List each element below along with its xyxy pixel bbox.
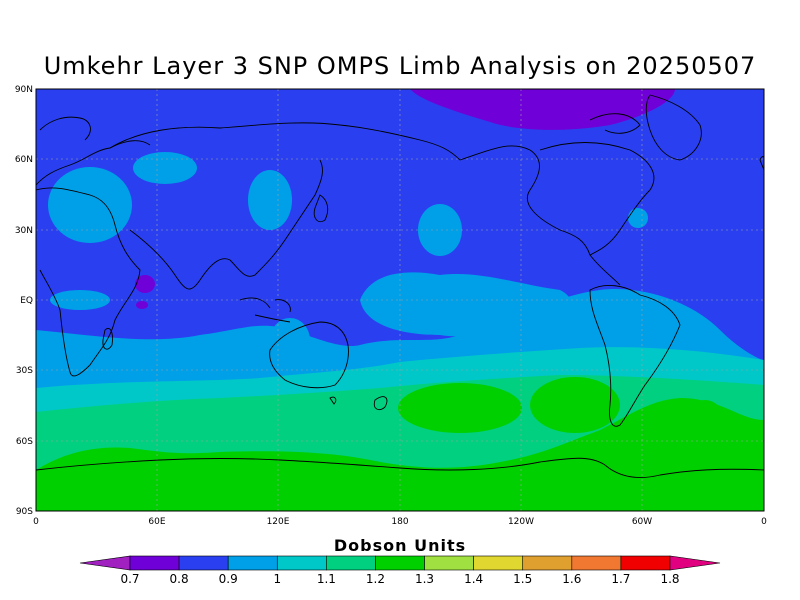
colorbar-label: 1.5 <box>513 572 532 586</box>
colorbar-swatch <box>178 555 229 571</box>
field-blob-0.9-1 <box>270 318 310 362</box>
colorbar-swatch <box>326 555 376 571</box>
field-blob-1.2-1.3 <box>398 383 522 433</box>
field-blob-0.9-1 <box>418 204 462 256</box>
colorbar-label: 1.4 <box>464 572 483 586</box>
colorbar-swatch <box>129 555 180 571</box>
field-blob-0.9-1 <box>48 167 132 243</box>
colorbar-swatch <box>276 555 327 571</box>
colorbar-swatch <box>571 555 622 571</box>
lon-label: 120E <box>267 517 290 527</box>
colorbar <box>79 555 721 571</box>
colorbar-label: 0.7 <box>120 572 139 586</box>
lat-label: 60S <box>16 437 33 447</box>
field-band-0.7-0.8 <box>410 89 675 130</box>
field-blob-0.9-1 <box>133 152 197 184</box>
colorbar-label: 1.3 <box>415 572 434 586</box>
lon-label: 0 <box>33 517 39 527</box>
colorbar-swatch <box>375 555 425 571</box>
colorbar-arrow-high <box>669 555 721 571</box>
colorbar-swatch <box>620 555 671 571</box>
lon-label: 60W <box>632 517 652 527</box>
lat-label: 90N <box>15 85 33 95</box>
units-label: Dobson Units <box>333 536 467 555</box>
map-frame <box>35 88 765 512</box>
field-band-0.9-1 <box>360 272 572 337</box>
lat-label: 30N <box>15 226 33 236</box>
lon-label: 60E <box>148 517 165 527</box>
colorbar-swatch <box>473 555 524 571</box>
field-blob-0.9-1 <box>628 208 648 228</box>
colorbar-swatch <box>522 555 573 571</box>
field-blob-0.7-0.8 <box>135 275 155 293</box>
colorbar-swatch <box>227 555 278 571</box>
field-blob-0.9-1 <box>248 170 292 230</box>
map-title: Umkehr Layer 3 SNP OMPS Limb Analysis on… <box>43 52 757 80</box>
lon-label: 0 <box>761 517 767 527</box>
colorbar-arrow-low <box>79 555 131 571</box>
field-blob-0.9-1 <box>50 290 110 310</box>
coastlines <box>36 94 764 478</box>
field-band-1.2-1.3 <box>36 398 764 511</box>
field-blob-1.2-1.3 <box>530 377 620 433</box>
lat-label: EQ <box>20 296 33 306</box>
colorbar-swatch <box>424 555 474 571</box>
lon-label: 120W <box>508 517 534 527</box>
longitude-labels: 0 60E 120E 180 120W 60W 0 <box>33 517 767 527</box>
lat-label: 90S <box>16 507 33 517</box>
colorbar-label: 1.2 <box>366 572 385 586</box>
colorbar-label: 1.8 <box>660 572 679 586</box>
colorbar-label: 1.6 <box>562 572 581 586</box>
lat-label: 60N <box>15 155 33 165</box>
colorbar-label: 1.1 <box>317 572 336 586</box>
colorbar-label: 1.7 <box>611 572 630 586</box>
field-blob-1.2-1.3 <box>687 400 723 436</box>
lon-label: 180 <box>391 517 408 527</box>
latitude-labels: 90N 60N 30N EQ 30S 60S 90S <box>15 85 33 517</box>
colorbar-label: 1 <box>273 572 281 586</box>
graticule <box>36 89 764 511</box>
colorbar-labels: 0.7 0.8 0.9 1 1.1 1.2 1.3 1.4 1.5 1.6 1.7 1.8 <box>120 572 679 586</box>
colorbar-label: 0.9 <box>219 572 238 586</box>
field-blob-0.7-0.8 <box>136 301 148 309</box>
lat-label: 30S <box>16 366 33 376</box>
colorbar-label: 0.8 <box>170 572 189 586</box>
